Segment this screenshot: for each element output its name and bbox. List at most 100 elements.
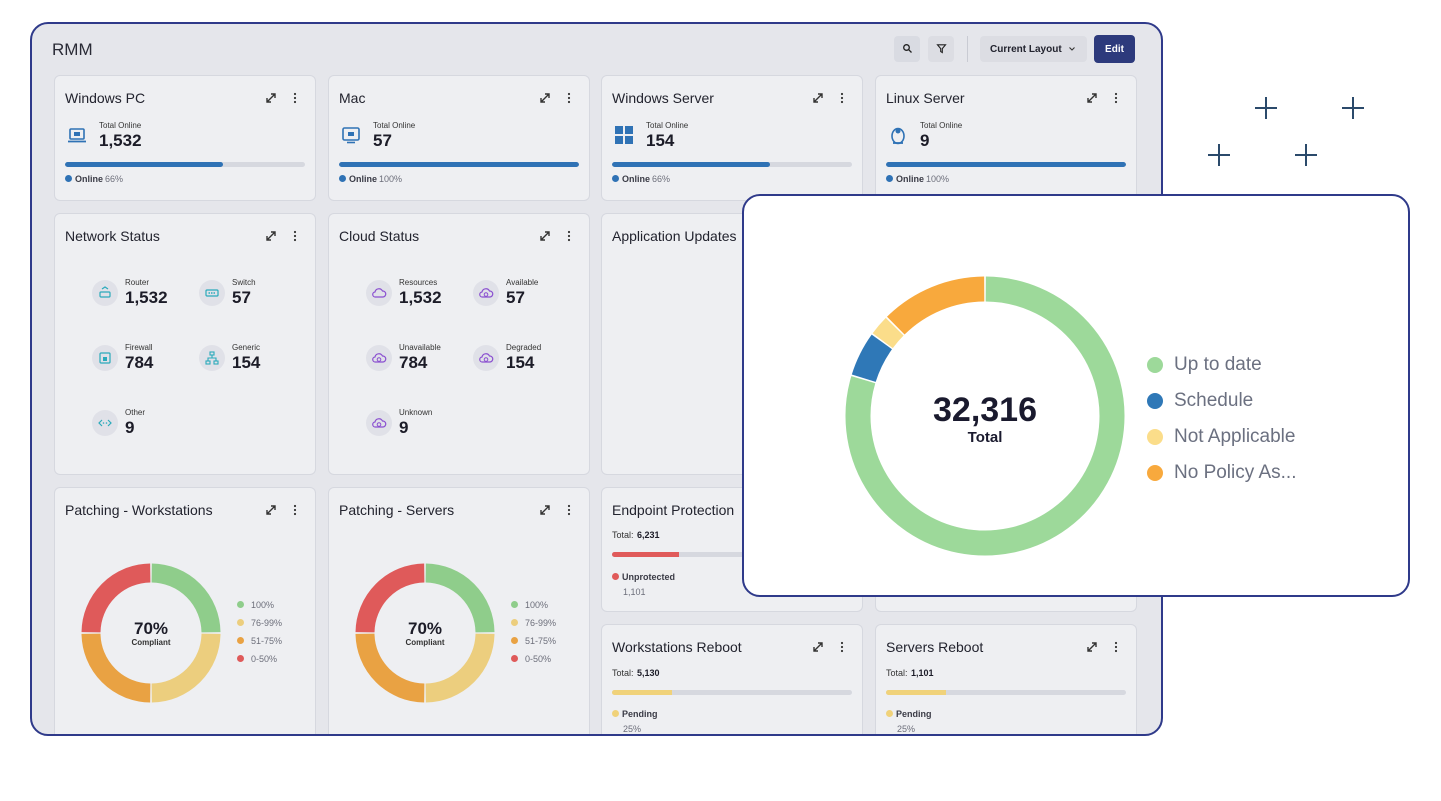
card: Cloud Status Resources 1,532 Available 57 Una… [328, 213, 590, 475]
more-icon[interactable] [293, 504, 297, 516]
donut-segment[interactable] [355, 563, 425, 633]
more-icon-part[interactable] [293, 508, 297, 512]
more-icon[interactable] [567, 92, 571, 104]
more-icon-part[interactable] [840, 100, 844, 104]
more-icon-part[interactable] [1114, 92, 1118, 96]
more-icon[interactable] [1114, 641, 1118, 653]
more-icon[interactable] [567, 230, 571, 242]
donut-segment[interactable] [851, 334, 893, 383]
donut-segment[interactable] [425, 563, 495, 633]
donut-segment[interactable] [81, 563, 151, 633]
legend-label[interactable]: Schedule [1174, 390, 1254, 411]
expand-icon-part[interactable] [540, 231, 550, 241]
more-icon-part[interactable] [293, 504, 297, 508]
legend-label[interactable]: Not Applicable [1174, 426, 1296, 447]
expand-icon[interactable] [812, 641, 824, 653]
more-icon-part[interactable] [567, 512, 571, 516]
donut-segment[interactable] [425, 633, 495, 703]
more-icon-part[interactable] [293, 92, 297, 96]
more-icon-part[interactable] [293, 100, 297, 104]
donut-segment[interactable] [886, 276, 985, 335]
expand-icon-part[interactable] [266, 505, 276, 515]
more-icon[interactable] [567, 504, 571, 516]
more-icon-part[interactable] [567, 238, 571, 242]
expand-icon-part[interactable] [813, 93, 823, 103]
donut-segment[interactable] [872, 317, 904, 349]
status-dot [339, 175, 346, 182]
status-dot [612, 175, 619, 182]
more-icon-part[interactable] [1114, 100, 1118, 104]
more-icon[interactable] [293, 92, 297, 104]
total-label: Total: [612, 530, 634, 540]
more-icon-part[interactable] [567, 234, 571, 238]
item-icon [98, 419, 112, 427]
donut-segment[interactable] [845, 276, 1125, 556]
progress-track [612, 162, 852, 167]
more-icon-part[interactable] [567, 96, 571, 100]
search-button[interactable] [894, 36, 920, 62]
expand-icon[interactable] [539, 92, 551, 104]
expand-icon[interactable] [265, 230, 277, 242]
donut-segment[interactable] [81, 633, 151, 703]
more-icon-part[interactable] [293, 512, 297, 516]
layout-button[interactable]: Current Layout [980, 36, 1087, 62]
expand-icon-part[interactable] [266, 231, 276, 241]
filter-button[interactable] [928, 36, 954, 62]
device-icon-part [895, 128, 901, 134]
donut-segment[interactable] [151, 563, 221, 633]
legend-dot[interactable] [1147, 429, 1163, 445]
expand-icon[interactable] [539, 230, 551, 242]
expand-icon-part[interactable] [813, 642, 823, 652]
legend-dot[interactable] [1147, 393, 1163, 409]
expand-icon-part[interactable] [1087, 93, 1097, 103]
more-icon-part[interactable] [293, 238, 297, 242]
more-icon-part[interactable] [293, 96, 297, 100]
legend-dot [511, 655, 518, 662]
more-icon-part[interactable] [567, 92, 571, 96]
more-icon-part[interactable] [1114, 96, 1118, 100]
device-icon [891, 127, 905, 145]
expand-icon-part[interactable] [1087, 642, 1097, 652]
expand-icon[interactable] [265, 92, 277, 104]
more-icon-part[interactable] [840, 92, 844, 96]
legend-label[interactable]: No Policy As... [1174, 462, 1297, 483]
more-icon-part[interactable] [1114, 641, 1118, 645]
legend-dot[interactable] [1147, 357, 1163, 373]
more-icon-part[interactable] [567, 508, 571, 512]
more-icon[interactable] [840, 92, 844, 104]
expand-icon-part[interactable] [540, 505, 550, 515]
legend-dot[interactable] [1147, 465, 1163, 481]
donut-segment[interactable] [355, 633, 425, 703]
more-icon-part[interactable] [840, 645, 844, 649]
legend-label[interactable]: Up to date [1174, 354, 1262, 375]
more-icon[interactable] [1114, 92, 1118, 104]
expand-icon[interactable] [1086, 641, 1098, 653]
more-icon-part[interactable] [1114, 645, 1118, 649]
more-icon-part[interactable] [293, 234, 297, 238]
metric-label: Total Online [646, 121, 689, 130]
item-icon-part [213, 360, 219, 365]
expand-icon[interactable] [1086, 92, 1098, 104]
more-icon-part[interactable] [293, 230, 297, 234]
metric-value: 154 [646, 131, 675, 150]
more-icon[interactable] [840, 641, 844, 653]
more-icon-part[interactable] [1114, 649, 1118, 653]
item-icon-bg [92, 280, 118, 306]
more-icon-part[interactable] [567, 100, 571, 104]
donut-segment[interactable] [151, 633, 221, 703]
expand-icon-part[interactable] [266, 93, 276, 103]
expand-icon-part[interactable] [540, 93, 550, 103]
more-icon[interactable] [293, 230, 297, 242]
more-icon-part[interactable] [840, 649, 844, 653]
expand-icon[interactable] [812, 92, 824, 104]
expand-icon[interactable] [539, 504, 551, 516]
divider [967, 36, 968, 62]
more-icon-part[interactable] [567, 230, 571, 234]
more-icon-part[interactable] [567, 504, 571, 508]
more-icon-part[interactable] [840, 641, 844, 645]
expand-icon[interactable] [265, 504, 277, 516]
item-icon-part [376, 357, 382, 362]
edit-button[interactable]: Edit [1094, 35, 1135, 63]
more-icon-part[interactable] [840, 96, 844, 100]
total-label: Total: [612, 668, 634, 678]
